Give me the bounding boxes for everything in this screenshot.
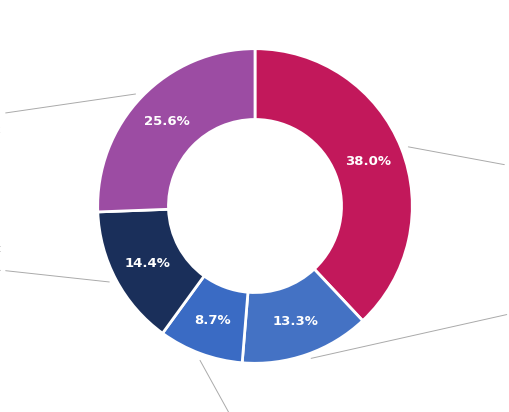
Text: 14.4%: 14.4% (124, 257, 170, 270)
Wedge shape (254, 49, 411, 321)
Text: 38.0%: 38.0% (345, 154, 390, 168)
Text: 25.6%: 25.6% (144, 115, 190, 128)
Text: After every
contact: After every contact (408, 147, 509, 182)
Wedge shape (98, 209, 204, 333)
Wedge shape (162, 276, 247, 363)
Text: We only send out
post-contact surveys at
certain points across the year: We only send out post-contact surveys at… (0, 244, 109, 282)
Text: 8.7%: 8.7% (194, 314, 231, 327)
Wedge shape (98, 49, 254, 212)
Text: 13.3%: 13.3% (272, 315, 318, 328)
Text: We never ask customers
for post-contact feedback: We never ask customers for post-contact … (0, 94, 135, 135)
Text: We ask each customer to
complete a post-contact survey
around once a quarter: We ask each customer to complete a post-… (174, 360, 351, 412)
Wedge shape (242, 269, 362, 363)
Text: After every (second /
third / fourth) contact: After every (second / third / fourth) co… (310, 290, 509, 358)
